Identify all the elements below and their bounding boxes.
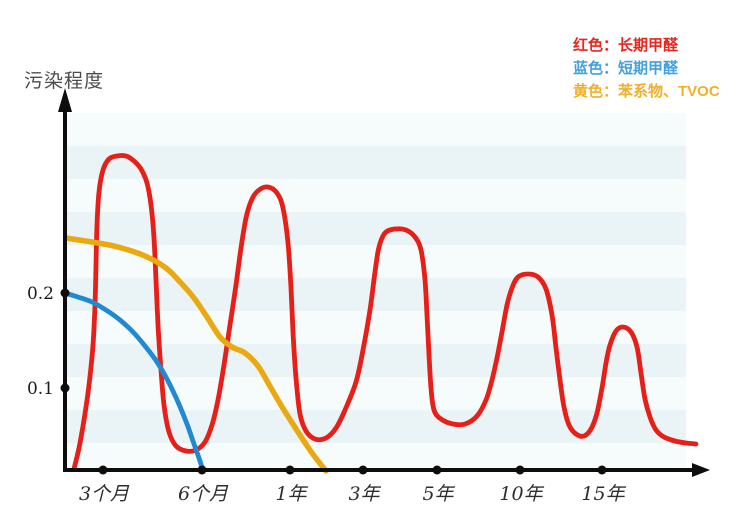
y-tick-label: 0.2: [26, 284, 54, 304]
grid-band: [67, 212, 686, 245]
y-tick-dot: [60, 383, 70, 393]
x-tick-label: 10年: [499, 483, 543, 505]
y-tick-dot: [60, 288, 70, 298]
x-tick-label: 5年: [422, 483, 454, 505]
y-tick-label: 0.1: [26, 379, 54, 399]
x-tick-dot: [597, 465, 607, 475]
legend-item-long-term-formaldehyde: 红色：长期甲醛: [573, 37, 679, 54]
x-tick-dot: [432, 465, 442, 475]
grid-band: [67, 179, 686, 212]
x-tick-dot: [515, 465, 525, 475]
x-tick-dot: [197, 465, 207, 475]
grid-band: [67, 278, 686, 311]
grid-band: [67, 146, 686, 179]
x-tick-dot: [285, 465, 295, 475]
legend-item-short-term-formaldehyde: 蓝色：短期甲醛: [573, 60, 679, 77]
y-axis-arrowhead: [58, 88, 72, 112]
legend-item-benzene-tvoc: 黄色：苯系物、TVOC: [573, 83, 720, 100]
grid-band: [67, 443, 686, 468]
x-axis-arrowhead: [692, 463, 710, 477]
y-axis-title: 污染程度: [24, 71, 105, 92]
x-tick-label: 3个月: [78, 483, 130, 505]
blue-short-term-formaldehyde-curve: [62, 290, 206, 474]
yellow-benzene-tvoc-curve: [63, 235, 329, 474]
grid-band: [67, 344, 686, 377]
x-tick-label: 1年: [275, 483, 307, 505]
grid-band: [67, 113, 686, 146]
x-tick-dot: [358, 465, 368, 475]
red-long-term-formaldehyde-curve: [71, 153, 699, 472]
x-tick-label: 6个月: [177, 483, 229, 505]
x-tick-dot: [98, 465, 108, 475]
grid-band: [67, 311, 686, 344]
x-tick-label: 3年: [348, 483, 380, 505]
x-tick-label: 15年: [581, 483, 625, 505]
chart-legend: 红色：长期甲醛 蓝色：短期甲醛 黄色：苯系物、TVOC: [573, 34, 720, 103]
